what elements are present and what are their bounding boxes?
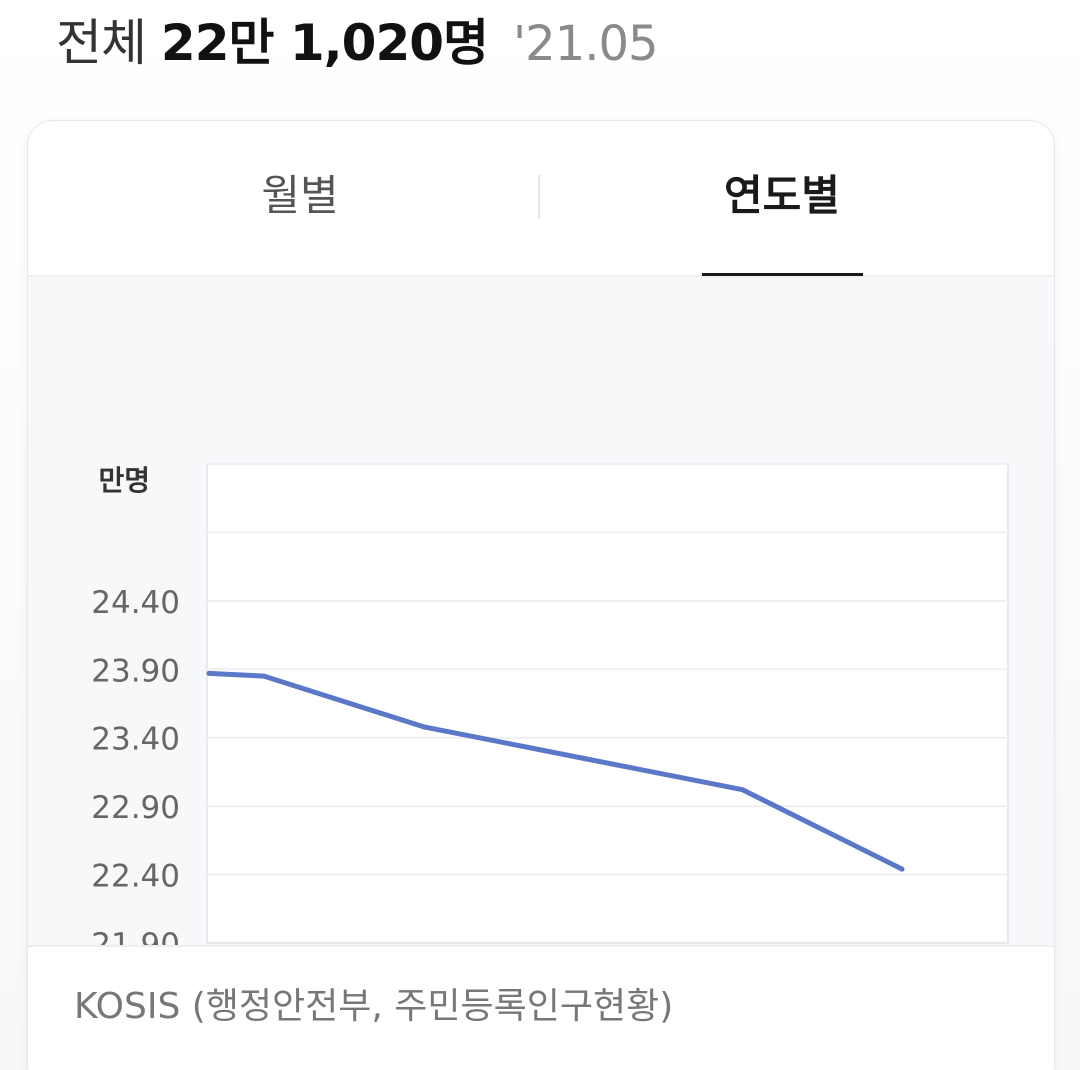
data-point xyxy=(261,673,267,679)
series-line xyxy=(206,670,905,872)
stats-card: 월별 연도별 만명24.4023.9023.4022.9022.4021.902… xyxy=(27,120,1055,1070)
data-point xyxy=(580,755,586,761)
tab-divider xyxy=(538,175,540,219)
y-unit-label: 만명 xyxy=(98,464,150,497)
y-tick-label: 22.90 xyxy=(91,790,180,826)
data-point xyxy=(899,866,905,872)
tab-monthly[interactable]: 월별 xyxy=(261,171,339,220)
headline: 전체 22만 1,020명 '21.05 xyxy=(56,8,659,78)
y-tick-label: 22.40 xyxy=(91,859,180,895)
headline-label: 전체 xyxy=(56,14,147,72)
headline-date: '21.05 xyxy=(512,16,659,72)
tab-yearly[interactable]: 연도별 xyxy=(724,171,840,220)
tab-selected-indicator xyxy=(702,273,863,276)
y-tick-label: 21.90 xyxy=(91,927,180,945)
y-tick-label: 24.40 xyxy=(91,585,180,621)
data-source: KOSIS (행정안전부, 주민등록인구현황) xyxy=(74,986,674,1027)
data-point xyxy=(421,724,426,730)
data-point xyxy=(740,787,745,793)
plot-background xyxy=(206,463,1009,944)
headline-population-value: 22만 1,020명 xyxy=(160,14,489,72)
period-tabs: 월별 연도별 xyxy=(28,121,1054,277)
chart-area: 만명24.4023.9023.4022.9022.4021.9020162017… xyxy=(28,277,1054,947)
y-tick-label: 23.90 xyxy=(91,653,180,689)
y-tick-label: 23.40 xyxy=(91,722,180,758)
population-line-chart: 만명24.4023.9023.4022.9022.4021.9020162017… xyxy=(91,463,1009,945)
